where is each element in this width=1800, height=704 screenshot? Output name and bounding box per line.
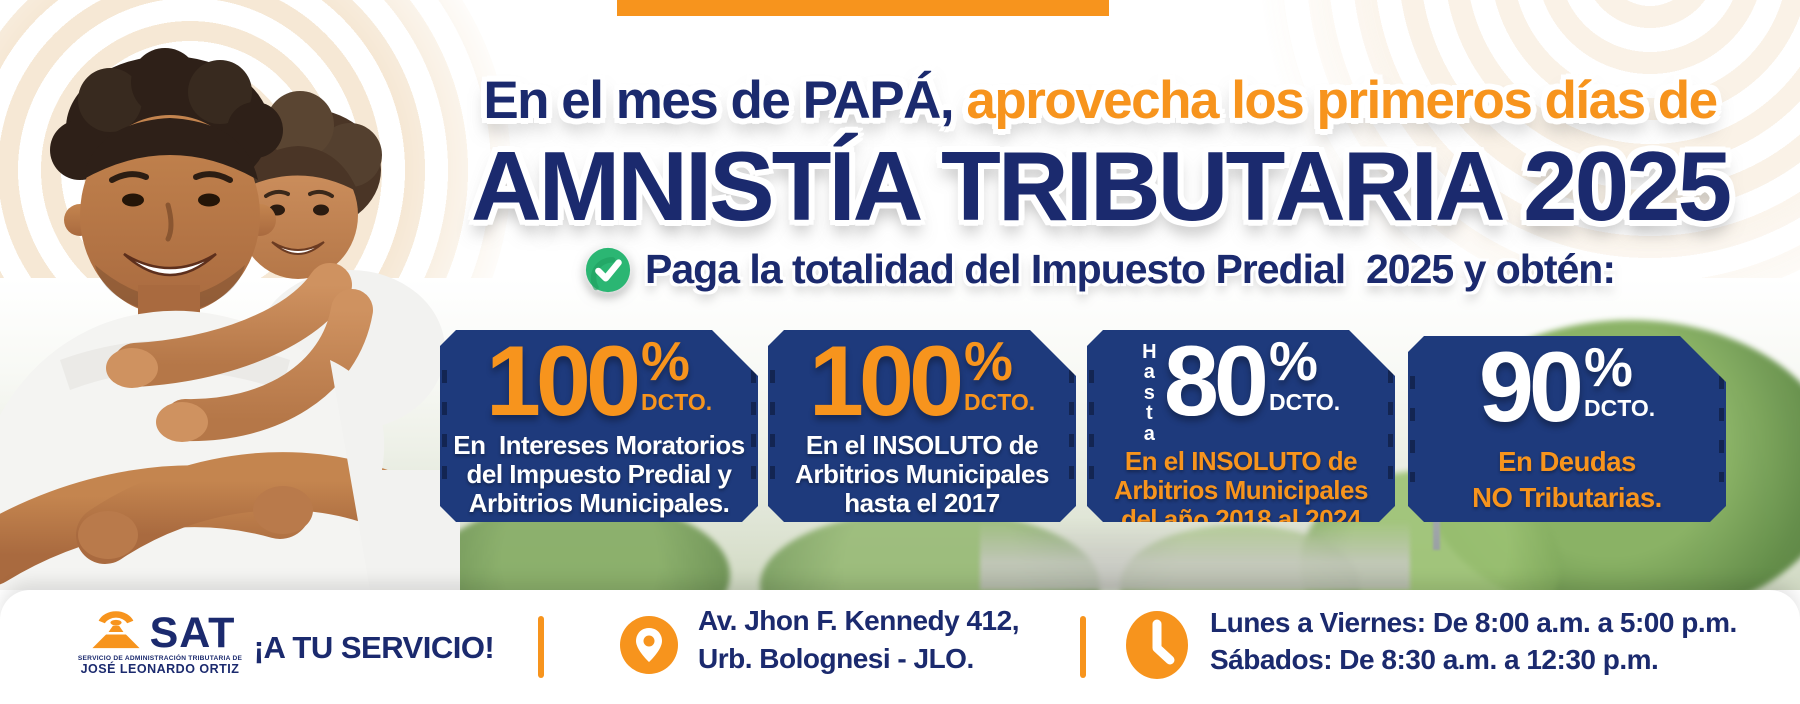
headline-line1-orange: aprovecha los primeros días de bbox=[953, 71, 1718, 130]
discount-value: 80 bbox=[1163, 325, 1264, 436]
card-desc-line: En Deudas bbox=[1498, 446, 1636, 478]
card-desc-line: NO Tributarias. bbox=[1472, 481, 1662, 513]
discount-card-insoluto-2018-2024: Hasta 80 % DCTO. En el INSOLUTO de Arbit… bbox=[1087, 330, 1395, 522]
plaza-paving-image bbox=[980, 520, 1410, 590]
discount-amount: 90 % DCTO. bbox=[1479, 340, 1655, 434]
discount-amount: 100 % DCTO. bbox=[486, 334, 712, 428]
address-line2: Urb. Bolognesi - JLO. bbox=[698, 643, 974, 674]
card-description: En el INSOLUTO de Arbitrios Municipales … bbox=[1114, 447, 1368, 534]
headline-line1: En el mes de PAPÁ, aprovecha los primero… bbox=[440, 70, 1760, 131]
sat-logo-line1: SERVICIO DE ADMINISTRACIÓN TRIBUTARIA DE bbox=[77, 655, 243, 662]
card-desc-line: Arbitrios Municipales bbox=[1114, 475, 1368, 506]
sat-pyramid-icon bbox=[92, 611, 140, 649]
slogan-text: ¡A TU SERVICIO! bbox=[253, 630, 495, 665]
hours-line2: Sábados: De 8:30 a.m. a 12:30 p.m. bbox=[1210, 644, 1659, 675]
hours-text: Lunes a Viernes: De 8:00 a.m. a 5:00 p.m… bbox=[1210, 604, 1737, 678]
discount-value: 90 bbox=[1478, 331, 1579, 442]
footer-divider bbox=[1080, 616, 1086, 678]
dcto-label: DCTO. bbox=[964, 388, 1036, 415]
hours-line1: Lunes a Viernes: De 8:00 a.m. a 5:00 p.m… bbox=[1210, 607, 1737, 638]
footer-bar: SAT SERVICIO DE ADMINISTRACIÓN TRIBUTARI… bbox=[0, 590, 1800, 704]
card-desc-line: En el INSOLUTO de bbox=[805, 430, 1039, 461]
father-and-son-photo bbox=[0, 48, 460, 590]
dcto-label: DCTO. bbox=[1583, 394, 1656, 421]
discount-card-intereses: 100 % DCTO. En Intereses Moratorios del … bbox=[440, 330, 758, 522]
discount-value: 100 bbox=[485, 325, 637, 436]
discount-card-insoluto-2017: 100 % DCTO. En el INSOLUTO de Arbitrios … bbox=[768, 330, 1076, 522]
card-desc-line: hasta el 2017 bbox=[844, 488, 1000, 519]
card-desc-line: Arbitrios Municipales bbox=[795, 459, 1049, 490]
clock-icon bbox=[1126, 611, 1188, 679]
card-description: En el INSOLUTO de Arbitrios Municipales … bbox=[795, 431, 1049, 518]
card-description: En Deudas NO Tributarias. bbox=[1472, 444, 1662, 516]
sat-logo: SAT SERVICIO DE ADMINISTRACIÓN TRIBUTARI… bbox=[70, 602, 250, 676]
dcto-label: DCTO. bbox=[1268, 388, 1341, 415]
card-description: En Intereses Moratorios del Impuesto Pre… bbox=[453, 431, 744, 518]
check-circle-icon bbox=[585, 247, 631, 292]
sat-logo-acronym: SAT bbox=[149, 609, 236, 658]
headline-line2: AMNISTÍA TRIBUTARIA 2025 bbox=[470, 131, 1732, 241]
percent-sign: % bbox=[964, 330, 1013, 392]
card-desc-line: En Intereses Moratorios bbox=[453, 430, 745, 461]
subtitle: Paga la totalidad del Impuesto Predial 2… bbox=[440, 246, 1760, 293]
dcto-label: DCTO. bbox=[641, 388, 713, 415]
percent-sign: % bbox=[1268, 330, 1318, 392]
top-accent-bar bbox=[617, 0, 1109, 16]
percent-sign: % bbox=[641, 330, 690, 392]
headline-line1-navy: En el mes de PAPÁ, bbox=[483, 71, 954, 130]
card-desc-line: del Impuesto Predial y bbox=[466, 459, 732, 490]
discount-card-no-tributarias: 90 % DCTO. En Deudas NO Tributarias. bbox=[1408, 336, 1726, 522]
sat-logo-line2: JOSÉ LEONARDO ORTIZ bbox=[80, 662, 240, 676]
address-line1: Av. Jhon F. Kennedy 412, bbox=[698, 605, 1019, 636]
discount-value: 100 bbox=[808, 325, 960, 436]
subtitle-text: Paga la totalidad del Impuesto Predial 2… bbox=[645, 246, 1616, 292]
address-text: Av. Jhon F. Kennedy 412, Urb. Bolognesi … bbox=[698, 602, 1019, 678]
card-desc-line: Arbitrios Municipales. bbox=[468, 488, 730, 519]
footer-divider bbox=[538, 616, 544, 678]
discount-amount: Hasta 80 % DCTO. bbox=[1142, 334, 1340, 444]
discount-amount: 100 % DCTO. bbox=[809, 334, 1035, 428]
percent-sign: % bbox=[1583, 336, 1633, 398]
location-pin-icon bbox=[620, 616, 678, 674]
card-desc-line: En el INSOLUTO de bbox=[1124, 445, 1358, 476]
hasta-prefix: Hasta bbox=[1142, 341, 1157, 445]
